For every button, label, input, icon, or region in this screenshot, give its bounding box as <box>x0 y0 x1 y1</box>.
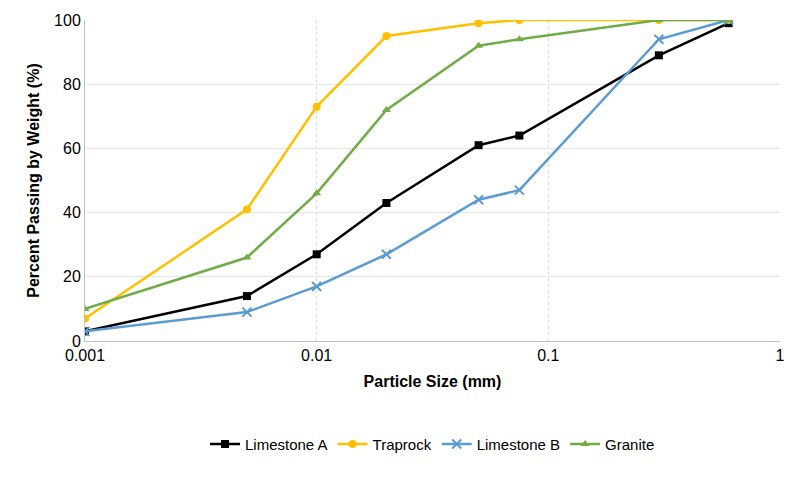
svg-text:0.01: 0.01 <box>301 347 332 364</box>
svg-text:Percent Passing by Weight (%): Percent Passing by Weight (%) <box>25 63 42 297</box>
svg-text:Limestone B: Limestone B <box>477 436 560 453</box>
svg-text:20: 20 <box>63 268 81 285</box>
svg-text:1: 1 <box>776 347 785 364</box>
svg-text:100: 100 <box>54 12 81 29</box>
svg-text:Limestone A: Limestone A <box>245 436 328 453</box>
svg-text:0: 0 <box>72 333 81 350</box>
svg-text:80: 80 <box>63 76 81 93</box>
svg-text:40: 40 <box>63 204 81 221</box>
svg-text:0.1: 0.1 <box>537 347 559 364</box>
svg-text:Particle Size (mm): Particle Size (mm) <box>364 373 502 390</box>
svg-text:Traprock: Traprock <box>373 436 432 453</box>
svg-text:Granite: Granite <box>605 436 654 453</box>
svg-text:0.001: 0.001 <box>65 347 105 364</box>
svg-text:60: 60 <box>63 140 81 157</box>
